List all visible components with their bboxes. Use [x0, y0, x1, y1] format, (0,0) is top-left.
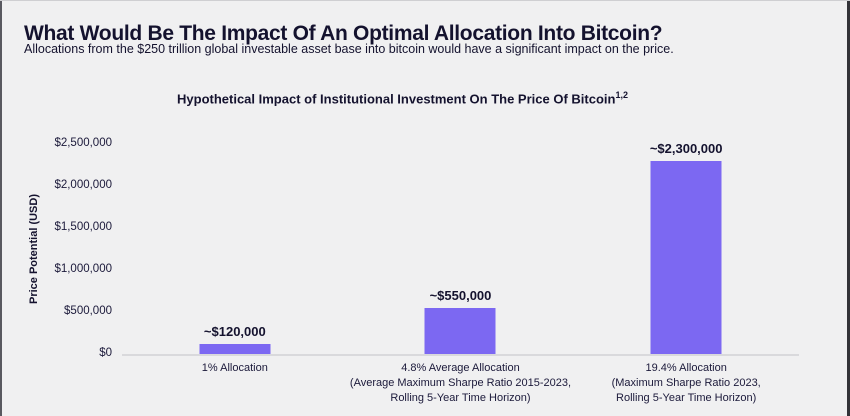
bar-chart-plot-area: ~$120,000 1% Allocation ~$550,000 4.8% Aver…	[122, 140, 799, 404]
window-right-edge	[847, 1, 850, 416]
category-label: 1% Allocation	[85, 361, 385, 376]
y-tick-label: $1,500,000	[54, 221, 112, 233]
y-tick-label: $1,000,000	[54, 263, 112, 275]
chart-title: Hypothetical Impact of Institutional Inv…	[0, 90, 805, 106]
bar-value-label: ~$550,000	[429, 287, 492, 303]
bar	[424, 307, 496, 354]
bar	[199, 343, 271, 354]
y-tick-label: $500,000	[64, 305, 112, 317]
category-label-line: 1% Allocation	[201, 362, 268, 374]
window-left-edge	[0, 1, 2, 416]
category-label-line: (Maximum Sharpe Ratio 2023,	[611, 377, 761, 389]
category-label: 19.4% Allocation (Maximum Sharpe Ratio 20…	[536, 361, 836, 406]
page-title: What Would Be The Impact Of An Optimal A…	[24, 22, 663, 46]
y-tick-label: $2,000,000	[54, 179, 112, 191]
bar-value-label: ~$120,000	[203, 323, 266, 339]
category-label-line: 4.8% Average Allocation	[401, 362, 520, 374]
bar-value-label: ~$2,300,000	[649, 140, 723, 156]
y-axis-title: Price Potential (USD)	[28, 193, 40, 305]
chart-title-footnote-marker: 1,2	[615, 90, 628, 100]
chart-title-text: Hypothetical Impact of Institutional Inv…	[177, 91, 616, 107]
category-label-line: (Average Maximum Sharpe Ratio 2015-2023,	[349, 377, 572, 389]
x-axis-baseline	[122, 354, 799, 356]
bar-group: ~$2,300,000 19.4% Allocation (Maximum Shar…	[573, 140, 799, 404]
category-label-line: Rolling 5-Year Time Horizon)	[616, 392, 757, 404]
category-label: 4.8% Average Allocation (Average Maximum …	[310, 361, 610, 406]
category-label-line: Rolling 5-Year Time Horizon)	[390, 392, 531, 404]
y-tick-label: $0	[99, 347, 112, 359]
page-subtitle: Allocations from the $250 trillion globa…	[24, 42, 674, 56]
bar-group: ~$120,000 1% Allocation	[122, 144, 348, 374]
y-tick-label: $2,500,000	[54, 137, 112, 149]
bar-group: ~$550,000 4.8% Average Allocation (Average…	[348, 144, 574, 404]
category-label-line: 19.4% Allocation	[645, 362, 727, 374]
bar	[650, 160, 722, 354]
